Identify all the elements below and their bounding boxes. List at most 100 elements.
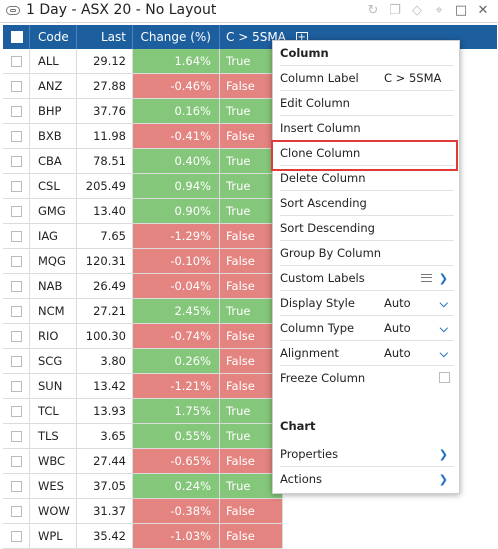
table-row[interactable]: SCG 3.80 0.26% False [3,349,283,374]
column-header-change[interactable]: Change (%) [133,25,220,49]
table-row[interactable]: CSL 205.49 0.94% True [3,174,283,199]
table-row[interactable]: GMG 13.40 0.90% True [3,199,283,224]
change-cell: 0.16% [133,99,220,124]
menu-item-display-style[interactable]: Display Style Auto ⌵ [280,291,454,316]
row-checkbox[interactable] [11,231,22,242]
window-titlebar: 1 Day - ASX 20 - No Layout ↻ ❐ ◇ ⌖ □ ✕ [0,0,498,23]
menu-item-group-by-column[interactable]: Group By Column [280,241,454,266]
column-context-menu: Column Column Label C > 5SMA Edit Column… [272,40,460,494]
select-all-checkbox[interactable] [11,31,23,43]
row-select-cell[interactable] [3,224,30,249]
row-checkbox[interactable] [11,306,22,317]
code-cell: GMG [30,199,77,224]
row-checkbox[interactable] [11,156,22,167]
row-checkbox[interactable] [11,106,22,117]
row-select-cell[interactable] [3,324,30,349]
change-cell: 0.94% [133,174,220,199]
row-checkbox[interactable] [11,131,22,142]
row-select-cell[interactable] [3,399,30,424]
row-select-cell[interactable] [3,374,30,399]
row-select-cell[interactable] [3,474,30,499]
row-select-cell[interactable] [3,174,30,199]
last-cell: 35.42 [77,524,133,549]
last-cell: 3.80 [77,349,133,374]
row-checkbox[interactable] [11,531,22,542]
row-select-cell[interactable] [3,99,30,124]
row-select-cell[interactable] [3,349,30,374]
row-checkbox[interactable] [11,56,22,67]
row-select-cell[interactable] [3,299,30,324]
row-checkbox[interactable] [11,356,22,367]
copy-icon[interactable]: ❐ [389,3,401,18]
row-select-cell[interactable] [3,499,30,524]
row-checkbox[interactable] [11,481,22,492]
table-row[interactable]: ALL 29.12 1.64% True [3,49,283,74]
list-icon [421,274,432,282]
code-cell: WPL [30,524,77,549]
menu-item-insert-column[interactable]: Insert Column [280,116,454,141]
menu-item-column-type[interactable]: Column Type Auto ⌵ [280,316,454,341]
freeze-column-checkbox[interactable] [439,372,450,383]
row-select-cell[interactable] [3,249,30,274]
table-row[interactable]: WBC 27.44 -0.65% False [3,449,283,474]
maximize-icon[interactable]: □ [454,3,468,18]
refresh-icon[interactable]: ↻ [367,3,379,18]
table-row[interactable]: WOW 31.37 -0.38% False [3,499,283,524]
menu-item-column-label[interactable]: Column Label C > 5SMA [280,66,454,91]
table-row[interactable]: RIO 100.30 -0.74% False [3,324,283,349]
row-select-cell[interactable] [3,49,30,74]
row-checkbox[interactable] [11,281,22,292]
menu-item-clone-column[interactable]: Clone Column [280,141,454,166]
table-row[interactable]: MQG 120.31 -0.10% False [3,249,283,274]
row-checkbox[interactable] [11,181,22,192]
row-checkbox[interactable] [11,331,22,342]
row-checkbox[interactable] [11,406,22,417]
table-row[interactable]: ANZ 27.88 -0.46% False [3,74,283,99]
row-select-cell[interactable] [3,424,30,449]
row-select-cell[interactable] [3,449,30,474]
menu-item-custom-labels[interactable]: Custom Labels ❯ [280,266,454,291]
row-select-cell[interactable] [3,124,30,149]
row-select-cell[interactable] [3,74,30,99]
table-row[interactable]: WES 37.05 0.24% True [3,474,283,499]
table-row[interactable]: WPL 35.42 -1.03% False [3,524,283,549]
menu-item-edit-column[interactable]: Edit Column [280,91,454,116]
row-checkbox[interactable] [11,431,22,442]
close-icon[interactable]: ✕ [477,3,489,18]
table-row[interactable]: CBA 78.51 0.40% True [3,149,283,174]
menu-item-label: Properties [280,447,339,461]
window-link-icon[interactable] [6,6,20,15]
table-row[interactable]: BHP 37.76 0.16% True [3,99,283,124]
table-row[interactable]: TCL 13.93 1.75% True [3,399,283,424]
table-row[interactable]: NCM 27.21 2.45% True [3,299,283,324]
row-select-cell[interactable] [3,149,30,174]
row-checkbox[interactable] [11,456,22,467]
row-checkbox[interactable] [11,256,22,267]
table-row[interactable]: NAB 26.49 -0.04% False [3,274,283,299]
change-cell: 0.90% [133,199,220,224]
row-checkbox[interactable] [11,81,22,92]
row-select-cell[interactable] [3,524,30,549]
menu-item-sort-ascending[interactable]: Sort Ascending [280,191,454,216]
menu-item-alignment[interactable]: Alignment Auto ⌵ [280,341,454,366]
select-all-cell[interactable] [3,25,30,49]
column-header-last[interactable]: Last [77,25,133,49]
change-cell: 2.45% [133,299,220,324]
table-row[interactable]: SUN 13.42 -1.21% False [3,374,283,399]
row-checkbox[interactable] [11,381,22,392]
menu-item-properties[interactable]: Properties ❯ [280,442,454,467]
table-row[interactable]: BXB 11.98 -0.41% False [3,124,283,149]
menu-item-freeze-column[interactable]: Freeze Column [280,366,454,391]
menu-item-sort-descending[interactable]: Sort Descending [280,216,454,241]
row-checkbox[interactable] [11,206,22,217]
row-select-cell[interactable] [3,199,30,224]
row-select-cell[interactable] [3,274,30,299]
pin-icon[interactable]: ⌖ [435,3,443,18]
column-header-code[interactable]: Code [30,25,77,49]
menu-item-label: Actions [280,472,323,486]
table-row[interactable]: TLS 3.65 0.55% True [3,424,283,449]
menu-item-actions[interactable]: Actions ❯ [280,467,454,492]
table-row[interactable]: IAG 7.65 -1.29% False [3,224,283,249]
diamond-icon[interactable]: ◇ [412,3,422,18]
menu-item-delete-column[interactable]: Delete Column [280,166,454,191]
